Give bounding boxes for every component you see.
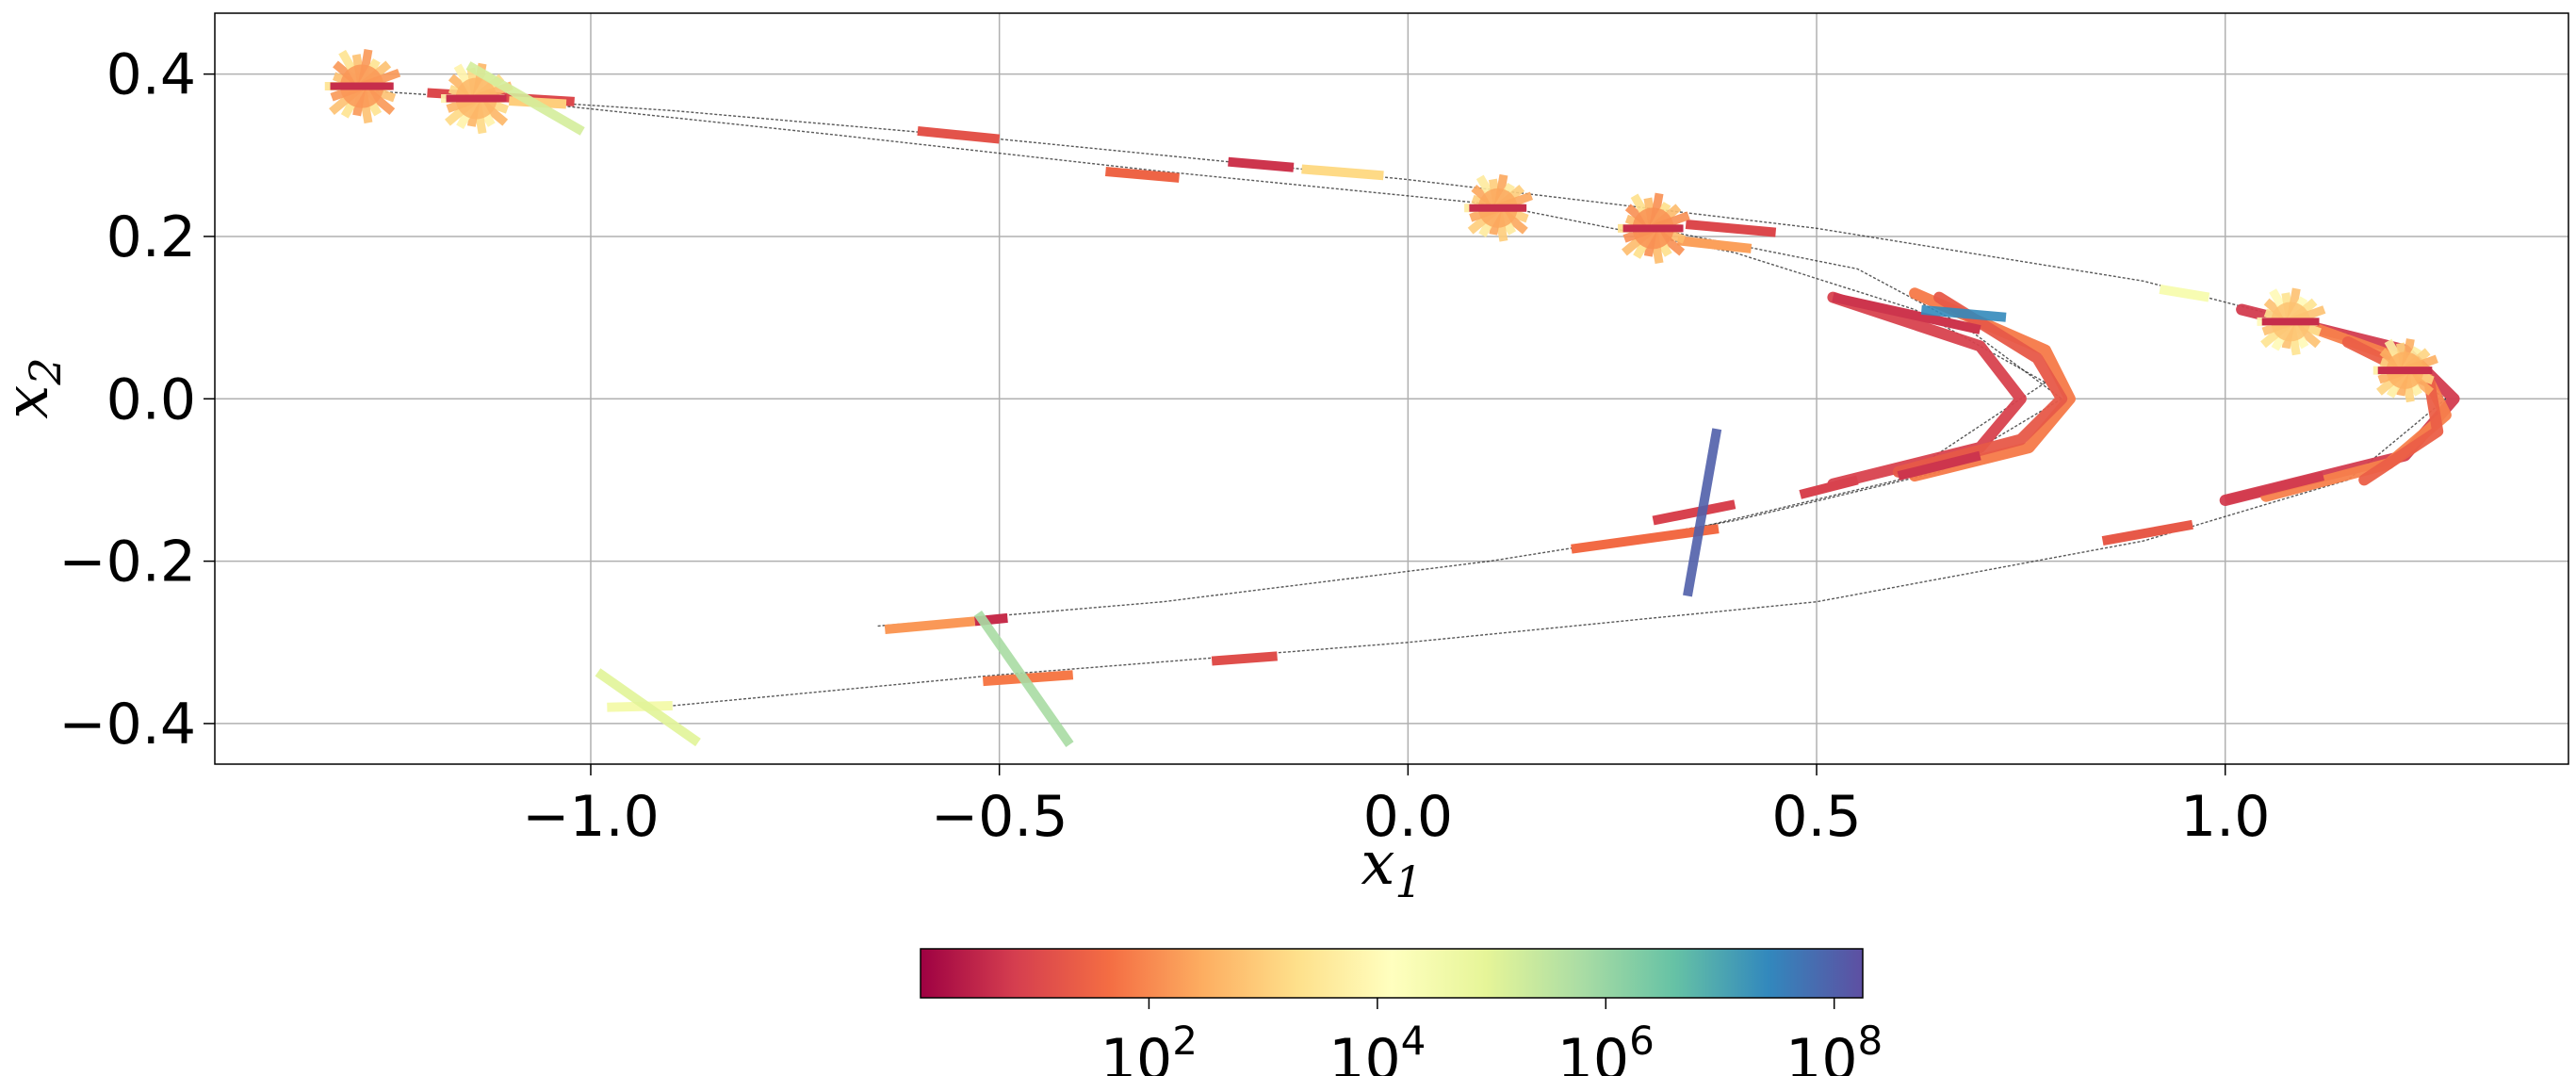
burst-marker <box>2257 287 2326 356</box>
axis-ticks: −1.0 −0.5 0.0 0.5 1.0 0.4 0.2 0.0 −0.2 −0.4 <box>58 42 2270 850</box>
colorbar-ticks: 102 104 106 108 <box>1101 998 1883 1076</box>
arc-inner-3 <box>1892 291 2068 478</box>
segment-mark <box>917 125 1001 144</box>
colorbar-tick-label: 104 <box>1329 1018 1426 1076</box>
y-tick-label: −0.4 <box>58 692 196 758</box>
colorbar-tick-label: 108 <box>1785 1018 1883 1076</box>
y-tick-label: 0.4 <box>106 42 196 108</box>
trajectory-outer-upper <box>362 90 2447 399</box>
plot-frame <box>214 12 2569 765</box>
segment-mark <box>1211 651 1278 666</box>
colorbar-tick-label: 102 <box>1101 1018 1198 1076</box>
x-tick-label: 1.0 <box>2180 784 2270 850</box>
segment-mark <box>1799 475 1859 499</box>
trajectory-mid-upper <box>1653 227 2062 399</box>
colorbar-tick-label: 106 <box>1557 1018 1655 1076</box>
x-tick-label: 0.0 <box>1363 784 1453 850</box>
segment-mark <box>2159 285 2210 302</box>
segment-mark <box>1677 236 1753 253</box>
y-tick-label: 0.0 <box>106 367 196 432</box>
segment-mark <box>1652 499 1736 526</box>
trajectory-inner-lower <box>876 382 2046 628</box>
cross-mark <box>1920 304 2007 322</box>
colorbar <box>920 948 1864 999</box>
segment-mark <box>1301 164 1384 181</box>
plot-area <box>324 48 2460 748</box>
segment-mark <box>1104 167 1180 183</box>
segment-mark <box>1897 450 1981 481</box>
burst-marker <box>1618 192 1690 265</box>
segment-mark <box>1832 292 1981 334</box>
cross-mark <box>1683 428 1722 597</box>
x-tick-label: 0.5 <box>1771 784 1861 850</box>
burst-marker <box>1464 173 1534 242</box>
segment-mark <box>884 616 976 634</box>
y-tick-label: 0.2 <box>106 204 196 270</box>
segment-mark <box>1228 156 1295 172</box>
y-tick-label: −0.2 <box>58 530 196 595</box>
x-tick-label: −0.5 <box>931 784 1068 850</box>
segment-mark <box>1685 220 1777 237</box>
segment-mark <box>2101 519 2193 546</box>
segment-mark <box>2224 471 2324 505</box>
cross-mark <box>465 61 585 136</box>
trajectory-outer-lower <box>672 398 2447 707</box>
cross-mark <box>595 668 701 747</box>
y-axis-label: x2 <box>0 357 71 418</box>
burst-marker <box>324 48 401 124</box>
grid-lines <box>215 13 2568 764</box>
cross-mark <box>973 611 1074 748</box>
trajectory-inner-upper <box>492 97 2046 383</box>
x-axis-label: x1 <box>1361 829 1422 907</box>
x-tick-label: −1.0 <box>522 784 660 850</box>
burst-marker <box>2372 338 2438 403</box>
